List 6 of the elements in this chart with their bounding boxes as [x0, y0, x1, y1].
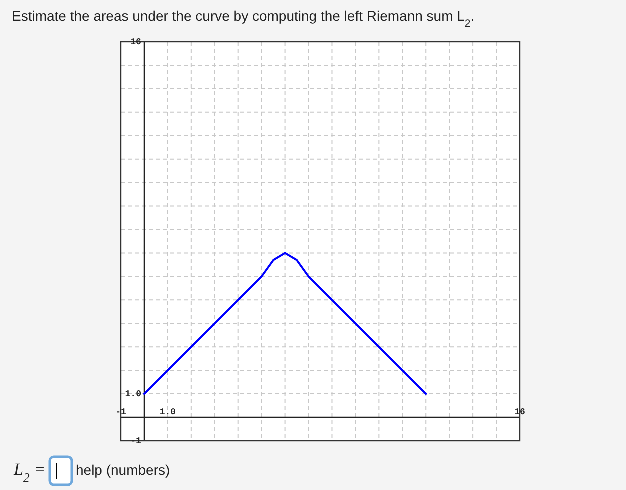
text: help (numbers)	[76, 462, 170, 478]
text: L$_{2}$ =	[13, 460, 46, 485]
chart-title: Estimate the areas under the curve by computing the left Riemann sum L$_{2}$.	[12, 8, 475, 30]
line-series	[143, 252, 428, 396]
y-tick-label: 1.0	[125, 389, 142, 400]
x-tick-label: 1.0	[160, 408, 176, 418]
